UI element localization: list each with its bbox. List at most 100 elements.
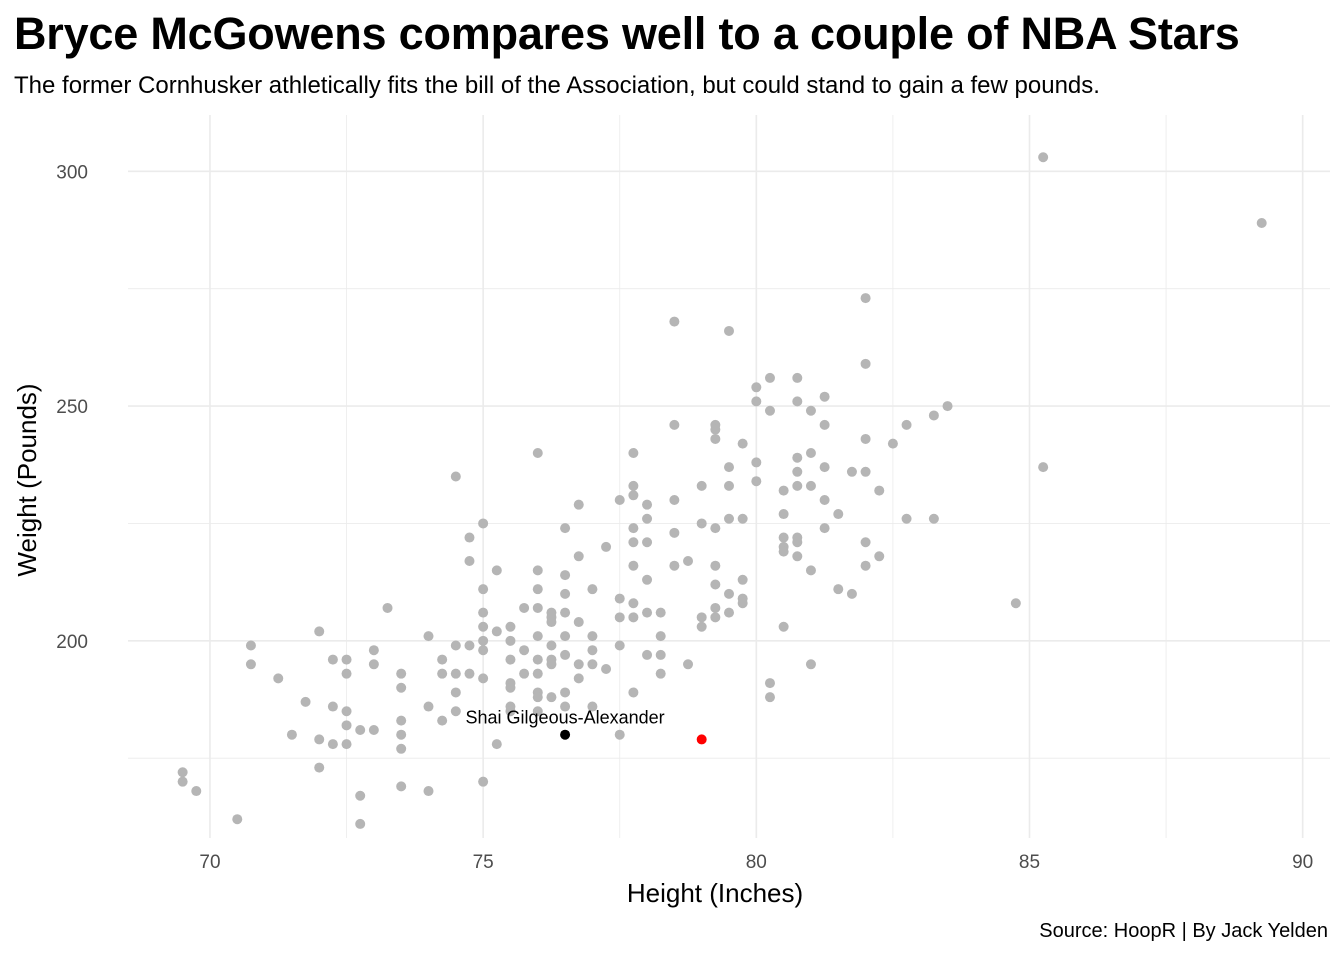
player-point (464, 532, 475, 543)
player-point (368, 659, 379, 670)
player-point (437, 668, 448, 679)
player-point (901, 513, 912, 524)
player-point (860, 293, 871, 304)
player-point (669, 316, 680, 327)
player-point (710, 612, 721, 623)
player-point (546, 617, 557, 628)
player-point (382, 602, 393, 613)
player-point (396, 668, 407, 679)
player-point (478, 645, 489, 656)
player-point (751, 382, 762, 393)
player-point (478, 607, 489, 618)
player-point (833, 584, 844, 595)
player-point (628, 490, 639, 501)
player-point (450, 471, 461, 482)
player-point (177, 767, 188, 778)
player-point (177, 776, 188, 787)
player-point (532, 668, 543, 679)
player-point (273, 673, 284, 684)
player-point (396, 743, 407, 754)
player-point (724, 607, 734, 618)
player-point (532, 565, 543, 576)
player-point (437, 654, 448, 665)
player-point (491, 565, 502, 576)
player-point (587, 645, 598, 656)
player-point (546, 692, 557, 703)
player-point (478, 635, 489, 646)
player-point (669, 419, 680, 430)
player-point (491, 739, 502, 750)
player-point (478, 621, 489, 632)
player-point (532, 602, 543, 613)
player-point (724, 462, 734, 473)
player-point (819, 523, 830, 534)
player-point (737, 513, 748, 524)
player-point (1256, 217, 1267, 228)
chart-title: Bryce McGowens compares well to a couple… (14, 8, 1240, 59)
player-point (751, 476, 762, 487)
player-point (450, 640, 461, 651)
player-point (532, 706, 543, 717)
player-point (628, 612, 639, 623)
player-point (478, 584, 489, 595)
player-point (560, 701, 571, 712)
x-tick-label: 75 (473, 852, 494, 873)
tick-labels: 70 75 80 85 90 200 250 300 (56, 162, 1313, 873)
player-point (792, 551, 803, 562)
player-point (614, 612, 625, 623)
player-point (368, 725, 379, 736)
player-point (573, 659, 584, 670)
player-point (560, 570, 571, 581)
player-point (642, 537, 653, 548)
player-point (683, 556, 694, 567)
player-point (464, 640, 475, 651)
player-point (1038, 462, 1049, 473)
player-point (1038, 152, 1049, 163)
player-point (751, 457, 762, 468)
player-point (519, 668, 530, 679)
player-point (778, 532, 789, 543)
player-point (764, 405, 775, 416)
player-point (710, 579, 721, 590)
player-point (519, 602, 530, 613)
player-point (464, 668, 475, 679)
player-point (710, 424, 721, 435)
player-point (724, 480, 734, 491)
player-point (314, 734, 325, 745)
player-point (341, 654, 352, 665)
player-point (928, 513, 939, 524)
player-point (860, 433, 871, 444)
player-point (928, 410, 939, 421)
player-point (560, 631, 571, 642)
player-point (751, 396, 762, 407)
player-point (874, 485, 885, 496)
player-point (860, 358, 871, 369)
player-point (232, 814, 243, 825)
player-point (396, 781, 407, 792)
player-point (423, 631, 434, 642)
chart-subtitle: The former Cornhusker athletically fits … (14, 72, 1100, 99)
player-point (614, 494, 625, 505)
player-point (191, 786, 202, 797)
player-point (573, 499, 584, 510)
player-point (505, 635, 516, 646)
player-point (601, 541, 612, 552)
player-point (601, 663, 612, 674)
player-point (737, 438, 748, 449)
x-tick-label: 90 (1292, 852, 1313, 873)
player-point (669, 560, 680, 571)
player-point (655, 668, 666, 679)
player-point (792, 372, 803, 383)
player-point (341, 739, 352, 750)
source-caption: Source: HoopR | By Jack Yelden (1039, 920, 1328, 942)
player-point (792, 452, 803, 463)
player-point (942, 401, 953, 412)
player-point (423, 786, 434, 797)
player-point (710, 560, 721, 571)
player-point (464, 556, 475, 567)
player-point (560, 588, 571, 599)
player-point (560, 687, 571, 698)
player-point (819, 419, 830, 430)
player-point (478, 673, 489, 684)
featured-point (696, 734, 707, 745)
